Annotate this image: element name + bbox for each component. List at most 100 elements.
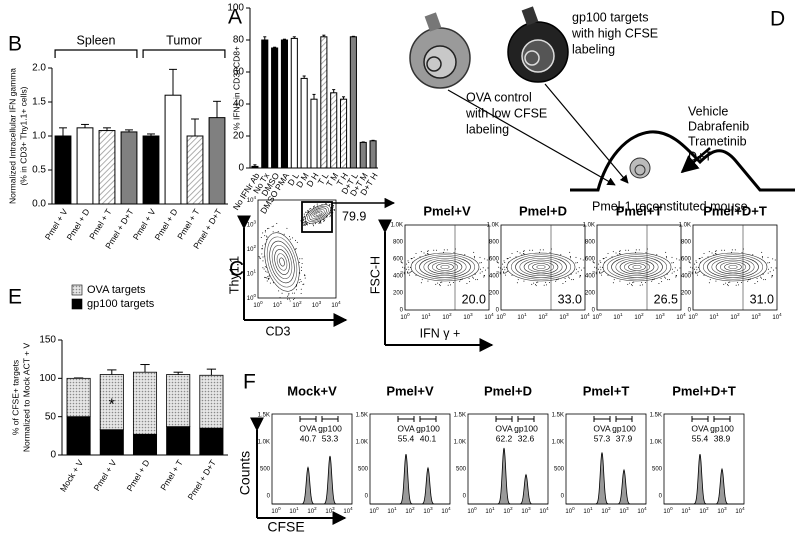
low-label: labeling: [466, 122, 509, 136]
contour: [688, 248, 777, 287]
decade-tick-label: 101: [273, 300, 283, 308]
contour: [400, 248, 489, 287]
decade-tick-label: 103: [463, 312, 473, 320]
plot-frame: [500, 224, 586, 311]
error-bar: [81, 123, 89, 128]
y-axis-label: % of CFSE+ targets: [10, 360, 20, 435]
y-tick-label: 1.0K: [356, 440, 368, 446]
gate-value: 38.9: [714, 433, 731, 443]
high-label: gp100 targets: [572, 10, 648, 24]
gate-label: OVA: [691, 423, 709, 433]
y-tick-label: 800: [681, 240, 692, 246]
bar: [290, 37, 298, 169]
arrow: [680, 147, 711, 174]
axis-label: CD3: [265, 324, 290, 338]
histogram: [664, 454, 744, 505]
decade-tick-label: 100: [496, 312, 506, 320]
error-bar: [302, 75, 306, 79]
decade-tick-label: 102: [601, 506, 611, 514]
bar: [261, 39, 269, 169]
decade-tick-label: 100: [688, 312, 698, 320]
plot-title: Pmel+T: [616, 203, 663, 218]
group-label: Tumor: [166, 33, 202, 47]
gate-value: 20.0: [462, 292, 486, 306]
y-tick-label: 50: [45, 411, 57, 422]
decade-tick-label: 100: [467, 506, 477, 514]
bar-segment: [166, 426, 191, 456]
gate-bar: [615, 416, 633, 422]
plot-title: Pmel+D+T: [672, 383, 736, 398]
bar-segment: [166, 374, 191, 428]
ova-cell: [409, 12, 471, 89]
bar: [164, 94, 182, 205]
decade-tick-label: 103: [717, 506, 727, 514]
bar: [208, 117, 226, 205]
y-tick-label: 500: [260, 467, 271, 473]
bar-segment: [199, 427, 224, 456]
plot-title: Pmel+D: [484, 383, 532, 398]
plot-title: Pmel+D+T: [703, 203, 767, 218]
decade-tick-label: 103: [325, 506, 335, 514]
plot-title: Pmel+T: [583, 383, 630, 398]
decade-tick-label: 104: [735, 506, 745, 514]
y-tick-label: 500: [652, 467, 663, 473]
error-bar: [263, 36, 267, 40]
y-axis-label: Normalized to Mock ACT + V: [21, 343, 31, 453]
gate-value: 55.4: [692, 433, 709, 443]
group-bracket: [54, 49, 138, 58]
decade-tick-label: 101: [681, 506, 691, 514]
gate-value: 40.7: [300, 433, 317, 443]
decade-tick-label: 104: [343, 506, 353, 514]
bar: [76, 127, 94, 205]
y-tick-label: 500: [358, 467, 369, 473]
decade-tick-label: 101: [289, 506, 299, 514]
gate-value: 33.0: [558, 292, 582, 306]
y-tick-label: 400: [489, 274, 500, 280]
decade-tick-label: 103: [312, 300, 322, 308]
bar: [280, 39, 289, 169]
y-tick-label: 200: [681, 291, 692, 297]
gate-bar: [397, 416, 415, 422]
decade-tick-label: 100: [247, 293, 257, 301]
gate-value: 31.0: [750, 292, 774, 306]
decade-tick-label: 101: [613, 312, 623, 320]
bar: [120, 131, 138, 205]
bar-segment: [66, 377, 91, 418]
gate-value: 26.5: [654, 292, 678, 306]
bar: [251, 165, 259, 169]
decade-tick-label: 104: [247, 195, 257, 203]
error-bar: [206, 368, 217, 376]
histogram: [370, 454, 450, 505]
gate-label: gp100: [612, 423, 636, 433]
arrow: [544, 83, 629, 184]
error-bar: [312, 93, 316, 100]
contour: [258, 223, 306, 302]
decade-tick-label: 103: [247, 220, 257, 228]
annotation: *: [109, 396, 115, 413]
gate-value: 55.4: [398, 433, 415, 443]
y-tick-label: 150: [39, 335, 56, 346]
y-tick-label: 1.0K: [583, 223, 595, 229]
x-tick-label: Pmel + T: [158, 458, 185, 492]
decade-tick-label: 102: [442, 312, 452, 320]
decade-tick-label: 101: [583, 506, 593, 514]
y-tick-label: 500: [456, 467, 467, 473]
y-tick-label: 1.5: [32, 97, 46, 108]
axis-label: CFSE: [267, 519, 304, 535]
panel-letter: E: [8, 286, 22, 309]
panel-letter: C: [229, 258, 244, 281]
y-tick-label: 800: [393, 240, 404, 246]
low-label: OVA control: [466, 90, 532, 104]
bar-segment: [132, 371, 158, 435]
y-tick-label: 200: [393, 291, 404, 297]
axis-label: FSC-H: [368, 256, 382, 294]
error-bar: [107, 369, 117, 375]
y-tick-label: 1.0K: [391, 223, 403, 229]
y-tick-label: 2.0: [32, 63, 46, 74]
error-bar: [273, 46, 277, 48]
legend-swatch: [71, 284, 83, 296]
error-bar: [253, 164, 257, 167]
decade-tick-label: 101: [485, 506, 495, 514]
gate-bar: [593, 416, 611, 422]
decade-tick-label: 101: [709, 312, 719, 320]
